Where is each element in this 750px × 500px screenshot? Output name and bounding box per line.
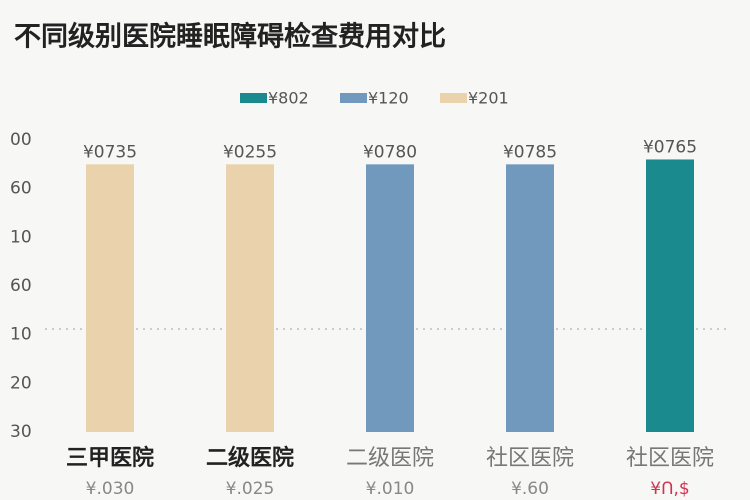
category-note: ¥.025 xyxy=(226,479,275,499)
y-tick-label: 10 xyxy=(10,325,32,345)
category-note: ¥.030 xyxy=(86,479,135,499)
bar xyxy=(86,164,134,433)
value-label: ¥0785 xyxy=(503,142,557,162)
y-tick-label: 00 xyxy=(10,130,32,150)
legend-label: ¥120 xyxy=(368,89,409,108)
value-label: ¥0735 xyxy=(83,142,137,162)
value-label: ¥0765 xyxy=(643,137,697,157)
y-tick-label: 60 xyxy=(10,179,32,199)
category-note: ¥.010 xyxy=(366,479,415,499)
chart-title: 不同级别医院睡眠障碍检查费用对比 xyxy=(14,21,446,53)
x-tick-label: 二级医院 xyxy=(206,445,294,471)
x-tick-label: 三甲医院 xyxy=(66,445,154,471)
value-label: ¥0780 xyxy=(363,142,417,162)
x-tick-label: 社区医院 xyxy=(486,446,574,471)
bar xyxy=(646,159,694,432)
legend-swatch xyxy=(240,93,267,103)
bar xyxy=(506,164,554,433)
legend-label: ¥201 xyxy=(468,89,509,108)
value-label: ¥0255 xyxy=(223,142,277,162)
x-tick-label: 二级医院 xyxy=(346,446,434,471)
bar xyxy=(226,164,274,433)
category-note: ¥Ո,$ xyxy=(650,479,689,499)
y-tick-label: 10 xyxy=(10,227,32,247)
y-tick-label: 60 xyxy=(10,276,32,296)
category-note: ¥.60 xyxy=(511,479,549,499)
bar xyxy=(366,164,414,433)
legend-swatch xyxy=(340,93,367,103)
x-tick-label: 社区医院 xyxy=(626,446,714,471)
legend-swatch xyxy=(440,93,467,103)
y-tick-label: 20 xyxy=(10,373,32,393)
legend-label: ¥802 xyxy=(268,89,309,108)
y-tick-label: 30 xyxy=(10,422,32,442)
